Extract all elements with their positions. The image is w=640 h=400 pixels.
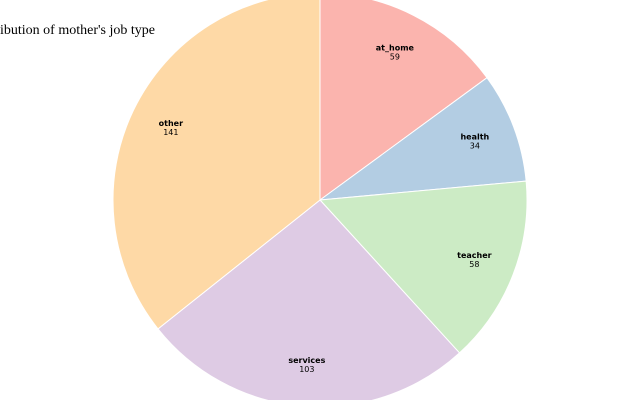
slice-label: services bbox=[288, 356, 325, 365]
pie bbox=[112, 0, 528, 400]
slice-label: teacher bbox=[457, 251, 492, 260]
slice-label: health bbox=[460, 132, 489, 141]
slice-value: 141 bbox=[163, 128, 178, 137]
slice-value: 59 bbox=[390, 52, 400, 61]
slice-value: 34 bbox=[470, 141, 480, 150]
pie-slice bbox=[157, 199, 461, 400]
pie-slice bbox=[318, 180, 528, 354]
slice-label: at_home bbox=[376, 43, 415, 52]
pie-slice bbox=[112, 0, 321, 330]
slice-value: 103 bbox=[299, 365, 314, 374]
slice-label: other bbox=[159, 119, 183, 128]
pie-slice bbox=[318, 76, 527, 201]
chart-title: Distribution of mother's job type bbox=[0, 23, 155, 38]
slice-value: 58 bbox=[469, 260, 479, 269]
pie-slice bbox=[319, 0, 488, 201]
